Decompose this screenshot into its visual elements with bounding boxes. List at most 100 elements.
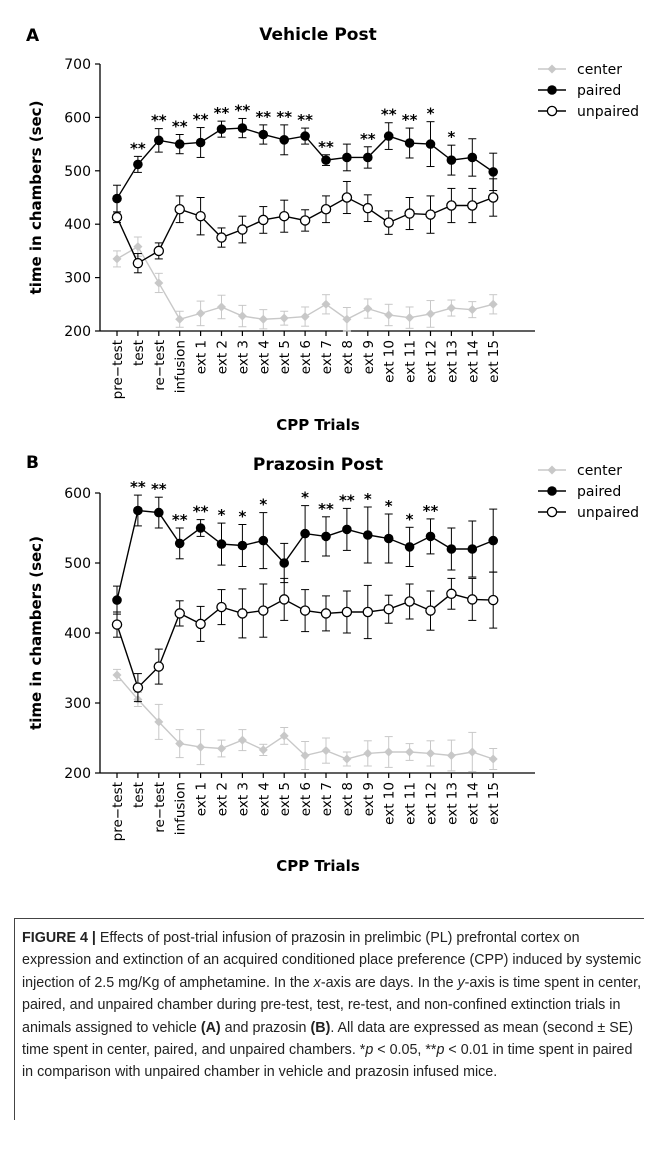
x-tick-label: ext 13	[444, 340, 460, 383]
unpaired-point	[341, 192, 353, 203]
center-point	[237, 311, 247, 321]
significance-marker: *	[364, 490, 372, 508]
caption-y: y	[457, 974, 465, 991]
caption-p: p	[436, 1042, 445, 1059]
unpaired-point	[446, 588, 457, 600]
unpaired-point	[425, 209, 436, 220]
legend-label: center	[577, 62, 622, 78]
y-tick-label: 400	[64, 217, 91, 233]
caption-text: and prazosin	[220, 1019, 311, 1036]
center-point	[237, 735, 247, 745]
y-axis-label: time in chambers (sec)	[27, 101, 45, 295]
paired-point	[342, 524, 352, 535]
y-tick-label: 600	[64, 110, 91, 126]
paired-point	[321, 155, 331, 165]
center-point	[342, 314, 352, 324]
x-tick-label: ext 15	[486, 340, 502, 383]
legend-marker	[547, 465, 557, 475]
chart-panel-a: A Vehicle Post 200 300 400 500 600 700 pre−test t…	[26, 25, 639, 434]
unpaired-point	[237, 608, 248, 619]
significance-marker: *	[301, 489, 309, 507]
x-tick-label: ext 3	[235, 782, 251, 816]
legend-label: unpaired	[577, 104, 639, 120]
significance-marker: *	[218, 506, 226, 524]
center-point	[488, 754, 498, 764]
center-point	[154, 717, 164, 727]
paired-point	[425, 531, 436, 542]
unpaired-point	[467, 200, 478, 211]
x-tick-label: ext 3	[235, 340, 251, 374]
unpaired-point	[487, 594, 499, 606]
significance-marker: **	[214, 104, 230, 122]
paired-point	[216, 539, 227, 549]
x-tick-label: ext 1	[194, 782, 210, 816]
unpaired-point	[174, 203, 185, 215]
paired-point	[258, 535, 269, 546]
x-tick-label: ext 6	[298, 782, 314, 816]
center-point	[300, 312, 310, 322]
y-tick-label: 200	[64, 324, 91, 340]
unpaired-point	[132, 682, 144, 693]
legend-label: center	[577, 463, 622, 479]
caption-p: p	[365, 1042, 374, 1059]
significance-marker: **	[339, 491, 355, 509]
paired-point	[133, 159, 143, 170]
unpaired-point	[487, 192, 499, 203]
center-point	[363, 304, 373, 314]
x-tick-label: ext 12	[424, 782, 440, 825]
center-point	[300, 751, 310, 760]
legend-marker	[547, 85, 557, 95]
center-point	[279, 313, 289, 323]
x-tick-label: ext 7	[319, 340, 335, 374]
chart-panel-b: B Prazosin Post 200 300 400 500 600 pre−test tes…	[26, 453, 639, 875]
unpaired-point	[237, 224, 248, 235]
unpaired-point	[258, 605, 269, 616]
paired-point	[195, 137, 206, 148]
significance-marker: *	[406, 510, 414, 528]
unpaired-point	[174, 608, 185, 619]
x-tick-label: ext 10	[382, 782, 398, 825]
unpaired-point	[383, 217, 394, 228]
paired-point	[425, 139, 436, 149]
significance-marker: **	[235, 101, 251, 119]
unpaired-point	[111, 619, 123, 630]
significance-marker: **	[381, 106, 397, 124]
x-tick-label: ext 5	[277, 340, 293, 374]
x-tick-label: ext 12	[424, 340, 440, 383]
center-point	[112, 254, 122, 264]
center-point	[446, 751, 456, 760]
center-point	[196, 742, 206, 752]
x-axis-label: CPP Trials	[276, 857, 360, 875]
x-tick-label: ext 4	[256, 782, 272, 816]
paired-point	[300, 131, 310, 141]
x-tick-label: re−test	[152, 782, 168, 833]
y-tick-label: 300	[64, 696, 91, 712]
x-tick-label: pre−test	[110, 340, 126, 399]
center-point	[342, 754, 352, 764]
paired-point	[488, 535, 499, 546]
significance-marker: **	[130, 139, 146, 157]
unpaired-point	[153, 245, 165, 257]
paired-point	[404, 138, 415, 148]
y-tick-label: 600	[64, 486, 91, 502]
x-tick-label: ext 15	[486, 782, 502, 825]
legend-label: unpaired	[577, 505, 639, 521]
legend-item-unpaired: unpaired	[538, 104, 639, 120]
center-point	[279, 731, 289, 741]
significance-marker: **	[402, 111, 418, 129]
paired-point	[383, 131, 394, 141]
unpaired-point	[341, 606, 353, 618]
significance-marker: **	[172, 117, 188, 135]
y-tick-label: 400	[64, 626, 91, 642]
unpaired-point	[362, 202, 374, 214]
significance-marker: *	[385, 497, 393, 515]
caption-ref-b: (B)	[310, 1019, 331, 1036]
center-point	[384, 747, 394, 757]
paired-point	[488, 167, 499, 177]
legend-item-paired: paired	[538, 83, 621, 99]
x-tick-label: ext 14	[465, 782, 481, 825]
center-point	[217, 744, 226, 753]
caption-text: < 0.01 in time spent in paired in compar…	[22, 1042, 633, 1081]
x-tick-label: re−test	[152, 340, 168, 391]
x-tick-label: ext 6	[298, 340, 314, 374]
